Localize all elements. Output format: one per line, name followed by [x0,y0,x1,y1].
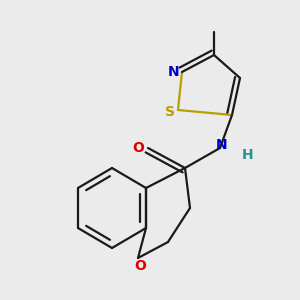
Text: O: O [134,259,146,273]
Text: O: O [132,141,144,155]
Text: N: N [216,138,228,152]
Text: S: S [165,105,175,119]
Text: H: H [242,148,254,162]
Text: N: N [168,65,180,79]
